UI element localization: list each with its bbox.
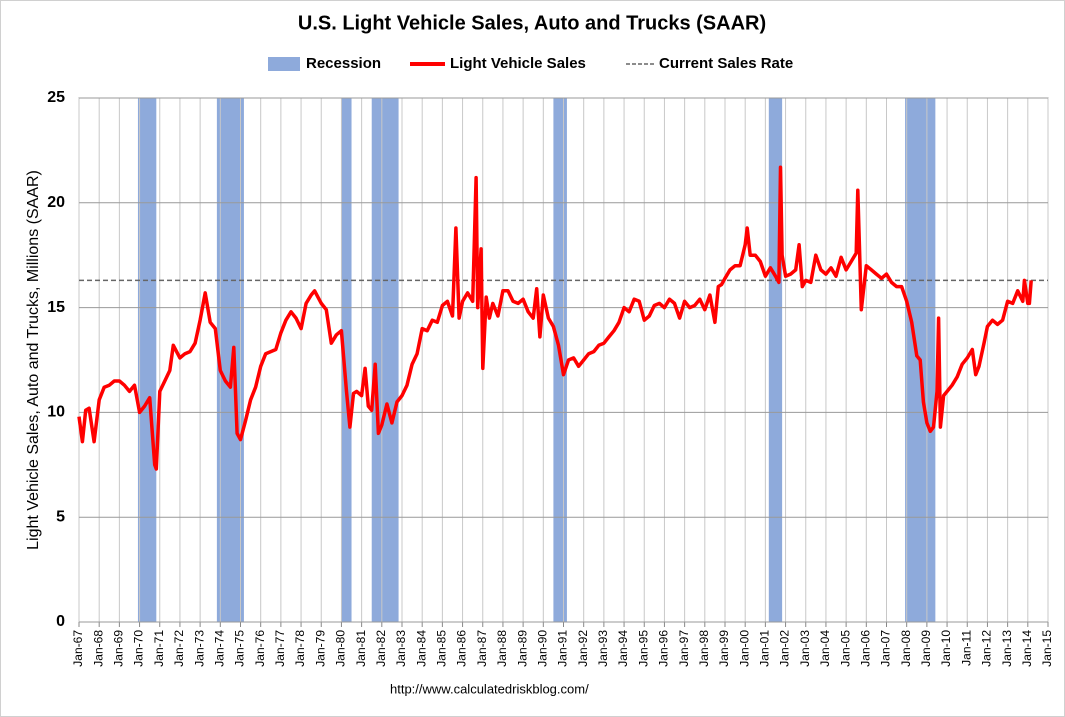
x-tick-label: Jan-03 xyxy=(798,630,812,667)
y-axis-label: Light Vehicle Sales, Auto and Trucks, Mi… xyxy=(25,170,42,550)
legend-swatch xyxy=(268,57,300,71)
chart-title: U.S. Light Vehicle Sales, Auto and Truck… xyxy=(298,12,766,34)
legend-label: Recession xyxy=(306,55,381,72)
x-tick-label: Jan-72 xyxy=(172,630,186,667)
x-tick-label: Jan-94 xyxy=(616,630,630,667)
x-tick-label: Jan-98 xyxy=(697,630,711,667)
x-tick-label: Jan-14 xyxy=(1020,630,1034,667)
x-tick-label: Jan-91 xyxy=(556,630,570,667)
x-tick-label: Jan-11 xyxy=(959,630,973,666)
x-tick-label: Jan-10 xyxy=(939,630,953,667)
y-tick-label: 15 xyxy=(47,299,65,316)
x-tick-label: Jan-00 xyxy=(737,630,751,667)
x-tick-label: Jan-96 xyxy=(657,630,671,667)
x-tick-label: Jan-09 xyxy=(919,630,933,667)
recession-band xyxy=(216,98,244,622)
x-tick-label: Jan-08 xyxy=(899,630,913,667)
x-tick-label: Jan-97 xyxy=(677,630,691,667)
x-tick-label: Jan-71 xyxy=(152,630,166,667)
x-tick-label: Jan-95 xyxy=(636,630,650,667)
x-tick-label: Jan-67 xyxy=(71,630,85,667)
x-tick-label: Jan-68 xyxy=(91,630,105,667)
x-tick-label: Jan-74 xyxy=(212,630,226,667)
y-tick-label: 25 xyxy=(47,89,65,106)
x-tick-label: Jan-85 xyxy=(435,630,449,667)
x-tick-label: Jan-02 xyxy=(778,630,792,667)
legend: Recession Light Vehicle Sales Current Sale… xyxy=(268,55,793,72)
legend-label: Current Sales Rate xyxy=(659,55,793,72)
y-tick-label: 5 xyxy=(56,508,65,525)
legend-label: Light Vehicle Sales xyxy=(450,55,586,72)
recession-band xyxy=(341,98,352,622)
recession-band xyxy=(371,98,399,622)
x-tick-label: Jan-84 xyxy=(414,630,428,667)
x-tick-label: Jan-15 xyxy=(1040,630,1054,667)
x-tick-label: Jan-78 xyxy=(293,630,307,667)
x-tick-label: Jan-83 xyxy=(394,630,408,667)
x-tick-label: Jan-07 xyxy=(879,630,893,667)
x-tick-label: Jan-77 xyxy=(273,630,287,667)
y-tick-label: 0 xyxy=(56,613,65,630)
x-tick-label: Jan-76 xyxy=(253,630,267,667)
x-tick-label: Jan-13 xyxy=(1000,630,1014,667)
x-tick-label: Jan-93 xyxy=(596,630,610,667)
x-tick-label: Jan-75 xyxy=(233,630,247,667)
x-tick-label: Jan-73 xyxy=(192,630,206,667)
x-tick-label: Jan-82 xyxy=(374,630,388,667)
x-tick-label: Jan-86 xyxy=(455,630,469,667)
x-tick-label: Jan-06 xyxy=(858,630,872,667)
x-tick-label: Jan-12 xyxy=(980,630,994,667)
x-tick-label: Jan-04 xyxy=(818,630,832,667)
sales-line xyxy=(77,165,1033,471)
x-tick-label: Jan-79 xyxy=(313,630,327,667)
x-tick-label: Jan-80 xyxy=(334,630,348,667)
source: http://www.calculatedriskblog.com/ xyxy=(390,681,589,696)
x-tick-label: Jan-01 xyxy=(758,630,772,667)
x-tick-label: Jan-90 xyxy=(535,630,549,667)
recession-band xyxy=(137,98,157,622)
x-tick-label: Jan-99 xyxy=(717,630,731,667)
x-tick-label: Jan-81 xyxy=(354,630,368,667)
x-tick-label: Jan-88 xyxy=(495,630,509,667)
x-tick-label: Jan-87 xyxy=(475,630,489,667)
y-tick-label: 20 xyxy=(47,194,65,211)
y-tick-label: 10 xyxy=(47,404,65,421)
x-tick-label: Jan-92 xyxy=(576,630,590,667)
x-tick-label: Jan-05 xyxy=(838,630,852,667)
x-tick-label: Jan-69 xyxy=(112,630,126,667)
x-tick-label: Jan-89 xyxy=(515,630,529,667)
x-tick-label: Jan-70 xyxy=(132,630,146,667)
